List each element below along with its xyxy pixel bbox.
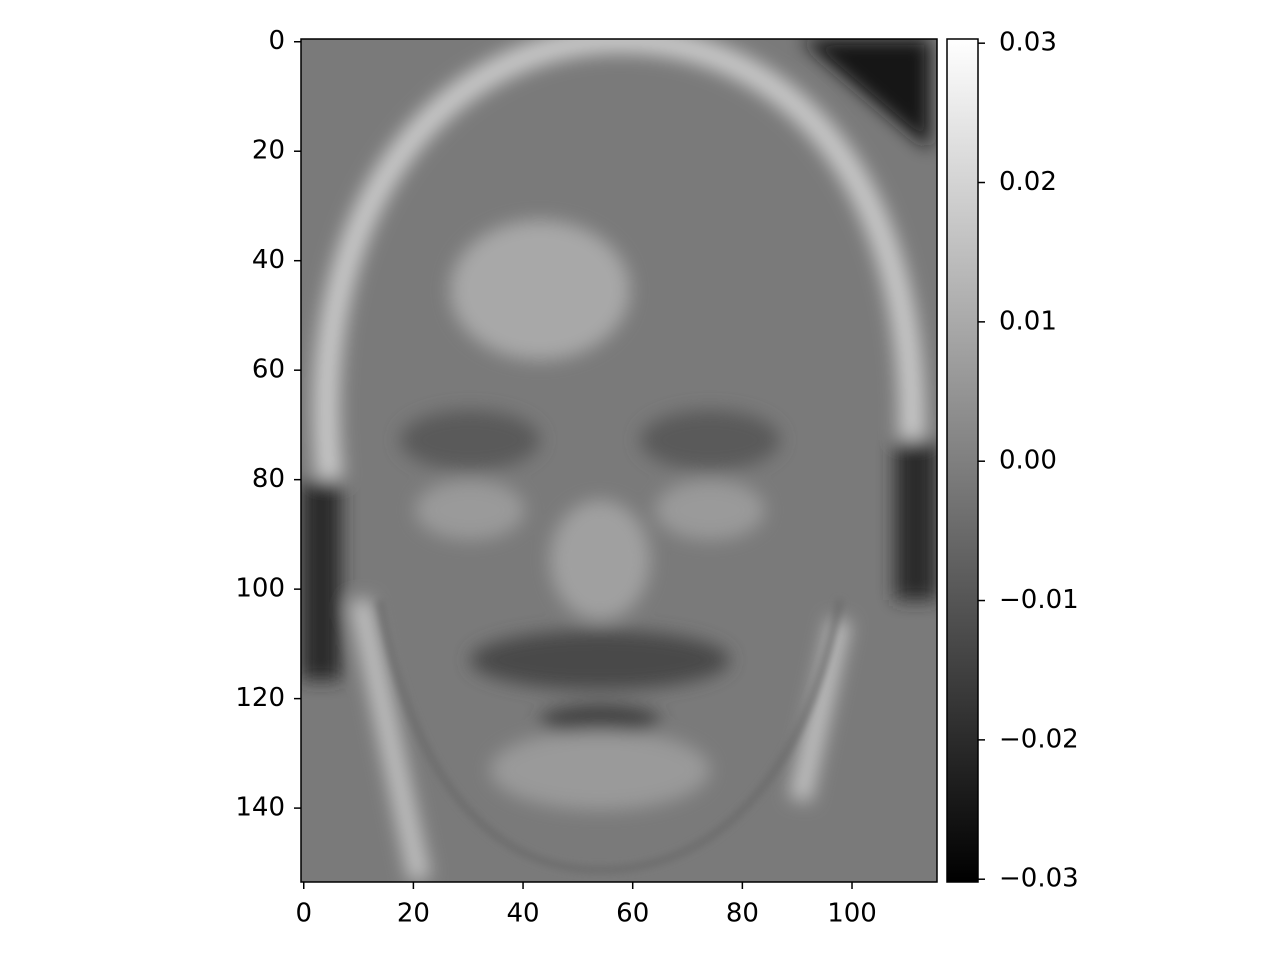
y-tick-label: 140 xyxy=(235,793,285,823)
x-tick-label: 40 xyxy=(507,899,540,929)
y-tick-label: 40 xyxy=(252,245,285,275)
x-tick-label: 80 xyxy=(726,899,759,929)
y-tick-label: 80 xyxy=(252,464,285,494)
y-tick-label: 0 xyxy=(268,26,285,56)
colorbar-tick-label: 0.00 xyxy=(999,446,1057,476)
y-tick-label: 120 xyxy=(235,683,285,713)
colorbar-tick-label: −0.01 xyxy=(999,585,1079,615)
colorbar-tick-label: 0.01 xyxy=(999,306,1057,336)
x-tick-label: 0 xyxy=(295,899,312,929)
y-tick-label: 60 xyxy=(252,355,285,385)
y-tick-label: 100 xyxy=(235,574,285,604)
colorbar-tick-label: −0.03 xyxy=(999,864,1079,894)
x-tick-label: 60 xyxy=(616,899,649,929)
colorbar-tick-label: −0.02 xyxy=(999,724,1079,754)
colorbar-tick-label: 0.03 xyxy=(999,28,1057,58)
colorbar xyxy=(946,38,979,883)
x-tick-label: 100 xyxy=(827,899,877,929)
y-tick-label: 20 xyxy=(252,136,285,166)
image xyxy=(301,39,937,882)
x-tick-label: 20 xyxy=(397,899,430,929)
axes-frame xyxy=(300,38,938,883)
colorbar-tick-label: 0.02 xyxy=(999,167,1057,197)
